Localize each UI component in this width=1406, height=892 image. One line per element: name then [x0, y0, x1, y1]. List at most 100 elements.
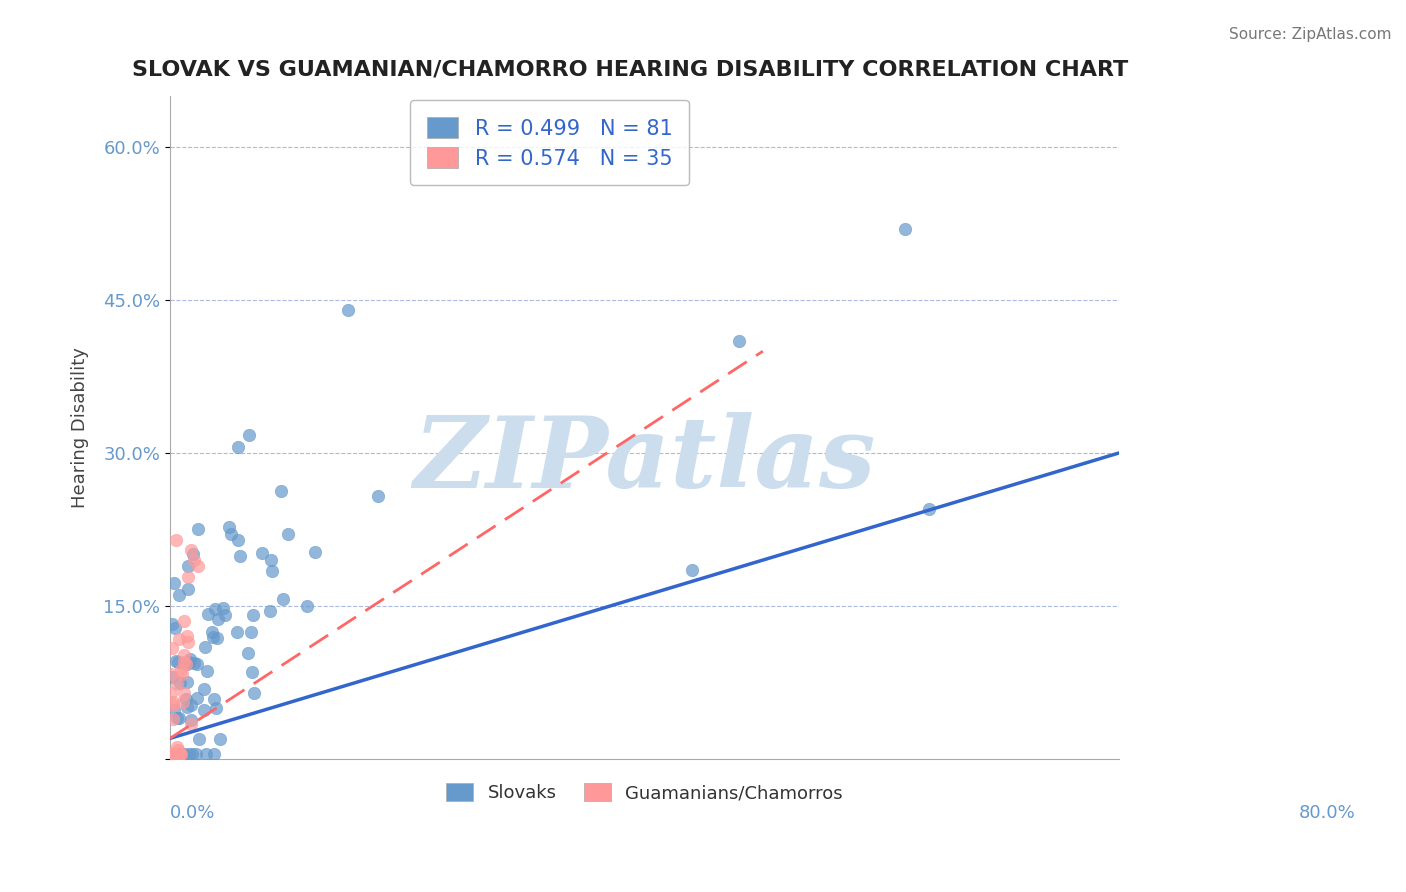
- Slovaks: [187, 731, 209, 746]
- Slovaks: [186, 657, 208, 672]
- Slovaks: [177, 558, 200, 573]
- Slovaks: [194, 640, 217, 654]
- Guamanians/Chamorros: [187, 558, 209, 573]
- Guamanians/Chamorros: [180, 716, 202, 731]
- Guamanians/Chamorros: [173, 614, 195, 628]
- Text: Source: ZipAtlas.com: Source: ZipAtlas.com: [1229, 27, 1392, 42]
- Slovaks: [242, 686, 264, 700]
- Slovaks: [160, 747, 183, 761]
- Slovaks: [160, 670, 183, 684]
- Slovaks: [201, 624, 224, 639]
- Slovaks: [197, 607, 219, 622]
- Slovaks: [207, 612, 229, 626]
- Guamanians/Chamorros: [162, 698, 184, 712]
- Guamanians/Chamorros: [177, 635, 200, 649]
- Slovaks: [367, 489, 389, 503]
- Guamanians/Chamorros: [176, 629, 198, 643]
- Text: ZIPatlas: ZIPatlas: [413, 412, 876, 509]
- Slovaks: [202, 692, 225, 706]
- Guamanians/Chamorros: [170, 666, 193, 681]
- Slovaks: [240, 665, 263, 680]
- Slovaks: [277, 527, 299, 541]
- Slovaks: [180, 713, 202, 727]
- Guamanians/Chamorros: [180, 542, 202, 557]
- Slovaks: [177, 747, 200, 761]
- Slovaks: [229, 549, 252, 563]
- Guamanians/Chamorros: [160, 747, 183, 761]
- Slovaks: [173, 747, 195, 761]
- Text: 0.0%: 0.0%: [170, 804, 215, 822]
- Slovaks: [226, 533, 249, 547]
- Guamanians/Chamorros: [162, 747, 184, 761]
- Slovaks: [236, 646, 259, 660]
- Guamanians/Chamorros: [160, 667, 183, 681]
- Slovaks: [195, 665, 218, 679]
- Guamanians/Chamorros: [166, 743, 188, 757]
- Slovaks: [225, 624, 247, 639]
- Slovaks: [250, 546, 273, 560]
- Guamanians/Chamorros: [160, 747, 183, 761]
- Slovaks: [177, 582, 200, 596]
- Slovaks: [169, 747, 191, 761]
- Slovaks: [205, 631, 228, 645]
- Guamanians/Chamorros: [165, 533, 187, 547]
- Slovaks: [262, 564, 284, 578]
- Slovaks: [918, 502, 941, 516]
- Slovaks: [167, 588, 190, 602]
- Guamanians/Chamorros: [173, 648, 195, 662]
- Slovaks: [195, 747, 218, 761]
- Guamanians/Chamorros: [160, 641, 183, 656]
- Slovaks: [204, 602, 226, 616]
- Slovaks: [163, 621, 186, 635]
- Slovaks: [204, 701, 226, 715]
- Slovaks: [177, 656, 200, 670]
- Slovaks: [218, 519, 240, 533]
- Slovaks: [238, 428, 260, 442]
- Slovaks: [179, 652, 201, 666]
- Slovaks: [163, 747, 186, 761]
- Slovaks: [273, 592, 295, 607]
- Guamanians/Chamorros: [174, 657, 197, 672]
- Legend: Slovaks, Guamanians/Chamorros: Slovaks, Guamanians/Chamorros: [439, 775, 849, 809]
- Guamanians/Chamorros: [172, 695, 194, 709]
- Slovaks: [176, 700, 198, 714]
- Slovaks: [184, 747, 207, 761]
- Guamanians/Chamorros: [163, 747, 186, 761]
- Slovaks: [176, 692, 198, 706]
- Guamanians/Chamorros: [169, 747, 191, 761]
- Slovaks: [163, 703, 186, 717]
- Guamanians/Chamorros: [169, 632, 191, 647]
- Slovaks: [183, 656, 205, 670]
- Guamanians/Chamorros: [169, 747, 191, 761]
- Guamanians/Chamorros: [183, 553, 205, 567]
- Slovaks: [181, 547, 204, 561]
- Slovaks: [202, 630, 225, 644]
- Guamanians/Chamorros: [170, 664, 193, 678]
- Slovaks: [186, 691, 208, 706]
- Guamanians/Chamorros: [160, 747, 183, 761]
- Slovaks: [160, 617, 183, 632]
- Slovaks: [226, 440, 249, 454]
- Slovaks: [681, 563, 703, 577]
- Slovaks: [176, 674, 198, 689]
- Guamanians/Chamorros: [166, 676, 188, 690]
- Guamanians/Chamorros: [162, 712, 184, 726]
- Slovaks: [728, 334, 751, 348]
- Slovaks: [259, 604, 281, 618]
- Guamanians/Chamorros: [177, 570, 200, 584]
- Slovaks: [163, 576, 186, 591]
- Guamanians/Chamorros: [165, 747, 187, 761]
- Text: SLOVAK VS GUAMANIAN/CHAMORRO HEARING DISABILITY CORRELATION CHART: SLOVAK VS GUAMANIAN/CHAMORRO HEARING DIS…: [132, 60, 1128, 79]
- Slovaks: [166, 710, 188, 724]
- Slovaks: [295, 599, 318, 614]
- Slovaks: [270, 484, 292, 499]
- Slovaks: [894, 222, 917, 236]
- Guamanians/Chamorros: [162, 695, 184, 709]
- Slovaks: [176, 657, 198, 671]
- Slovaks: [160, 747, 183, 761]
- Guamanians/Chamorros: [166, 740, 188, 755]
- Slovaks: [165, 654, 187, 668]
- Slovaks: [169, 676, 191, 690]
- Guamanians/Chamorros: [160, 685, 183, 699]
- Slovaks: [162, 747, 184, 761]
